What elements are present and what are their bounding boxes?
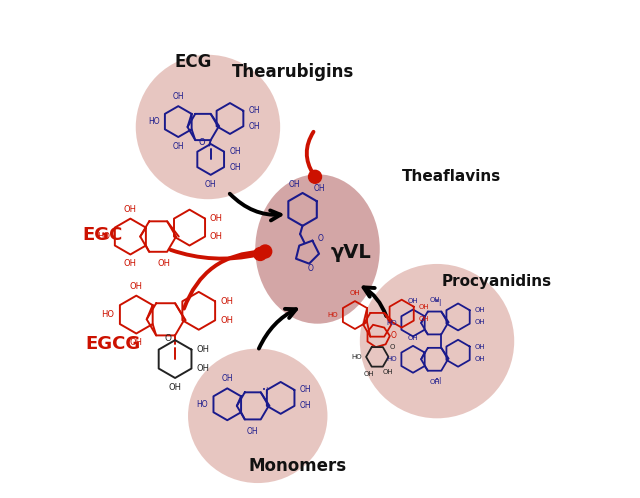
Text: •|: •| (435, 299, 442, 306)
Text: OH: OH (364, 371, 374, 376)
Text: OH: OH (168, 383, 182, 392)
Text: OH: OH (474, 356, 485, 362)
Text: OH: OH (205, 180, 216, 189)
Ellipse shape (188, 349, 328, 483)
Text: OH: OH (172, 93, 184, 102)
Circle shape (259, 245, 272, 258)
Text: OH: OH (474, 319, 485, 325)
Text: OH: OH (383, 369, 394, 375)
Text: OH: OH (300, 401, 311, 410)
Text: Procyanidins: Procyanidins (442, 274, 552, 289)
Text: OH: OH (289, 180, 300, 189)
Text: Theaflavins: Theaflavins (403, 169, 502, 184)
Text: Thearubigins: Thearubigins (232, 63, 354, 81)
Text: OH: OH (313, 184, 325, 193)
Text: OH: OH (349, 290, 360, 296)
Text: HO: HO (148, 117, 159, 126)
Text: OH: OH (124, 205, 137, 214)
Text: OH: OH (230, 147, 241, 156)
Text: EGCG: EGCG (86, 335, 141, 353)
Text: OH: OH (408, 298, 419, 304)
Text: OH: OH (249, 122, 260, 130)
Text: OH: OH (474, 344, 485, 350)
Circle shape (254, 248, 267, 260)
Ellipse shape (360, 264, 514, 418)
Text: OH: OH (221, 297, 234, 306)
Text: OH: OH (130, 339, 143, 348)
Text: HO: HO (101, 310, 115, 319)
Text: OH: OH (221, 374, 233, 383)
Text: ECG: ECG (174, 53, 212, 71)
Text: OH: OH (230, 163, 241, 172)
Text: O: O (390, 344, 396, 350)
Text: O: O (198, 138, 205, 147)
Text: •|: •| (262, 387, 269, 394)
Text: γVL: γVL (331, 244, 372, 262)
Text: OH: OH (157, 259, 170, 268)
Text: HO: HO (196, 400, 207, 409)
Text: OH: OH (210, 232, 223, 241)
Text: HO: HO (97, 232, 110, 241)
Text: O: O (317, 234, 324, 243)
Text: OH: OH (210, 214, 223, 223)
Ellipse shape (255, 174, 380, 324)
Text: OH: OH (300, 385, 311, 394)
Text: O: O (391, 332, 397, 341)
Text: OH: OH (429, 297, 440, 303)
Text: OH: OH (130, 282, 143, 291)
Text: OH: OH (408, 335, 419, 341)
Text: HO: HO (327, 312, 338, 318)
Text: OH: OH (429, 379, 440, 385)
Text: OH: OH (197, 364, 210, 373)
Text: OH: OH (172, 142, 184, 151)
Text: O: O (308, 264, 314, 273)
Text: OH: OH (247, 427, 259, 436)
Circle shape (308, 170, 321, 183)
Text: OH: OH (474, 307, 485, 313)
Text: OH: OH (419, 304, 429, 310)
Text: OH: OH (419, 316, 429, 322)
Text: OH: OH (124, 259, 137, 268)
Text: OH: OH (221, 316, 234, 325)
Text: HO: HO (386, 320, 397, 326)
Text: OH: OH (197, 345, 210, 354)
Text: EGC: EGC (82, 226, 123, 244)
Text: O: O (164, 334, 171, 343)
Text: •|: •| (435, 376, 442, 383)
Text: OH: OH (249, 106, 260, 115)
Text: HO: HO (351, 354, 362, 360)
Text: Monomers: Monomers (248, 457, 347, 475)
Text: HO: HO (386, 356, 397, 362)
Ellipse shape (136, 55, 280, 199)
